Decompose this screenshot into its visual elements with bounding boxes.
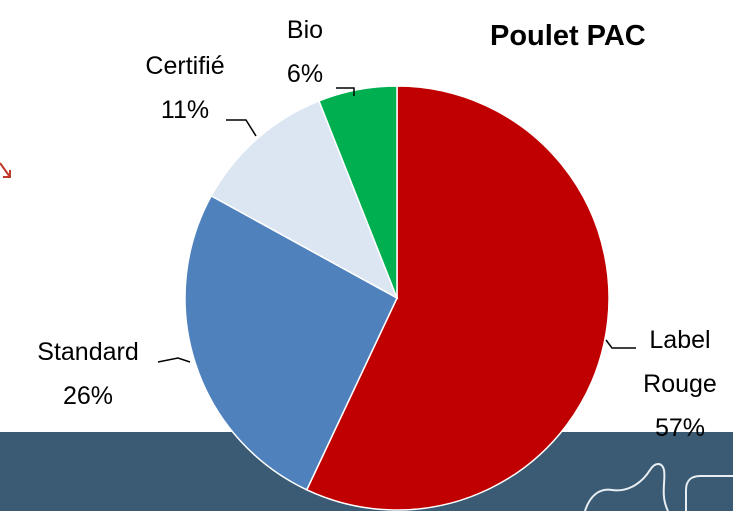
value-label: 6% xyxy=(286,60,324,88)
category-label: Label Rouge xyxy=(643,326,717,398)
value-label: 11% xyxy=(160,96,210,124)
pie-slice xyxy=(317,85,398,299)
chart-title: Poulet PAC xyxy=(490,20,646,52)
leader-lines xyxy=(157,87,636,363)
pie-slice xyxy=(210,99,399,300)
slice-label: Certifié 11% xyxy=(85,44,285,132)
slice-label: Label Rouge 57% xyxy=(635,318,725,450)
decor-arrow xyxy=(0,162,11,178)
chicken-icon xyxy=(584,463,733,511)
pie-slice xyxy=(305,85,610,511)
value-label: 57% xyxy=(654,414,706,442)
value-label: 26% xyxy=(62,382,114,410)
slice-label: Bio 6% xyxy=(205,8,405,96)
category-label: Standard xyxy=(37,338,139,366)
slice-label: Standard 26% xyxy=(0,330,188,418)
category-label: Bio xyxy=(286,16,324,44)
category-label: Certifié xyxy=(145,52,225,80)
